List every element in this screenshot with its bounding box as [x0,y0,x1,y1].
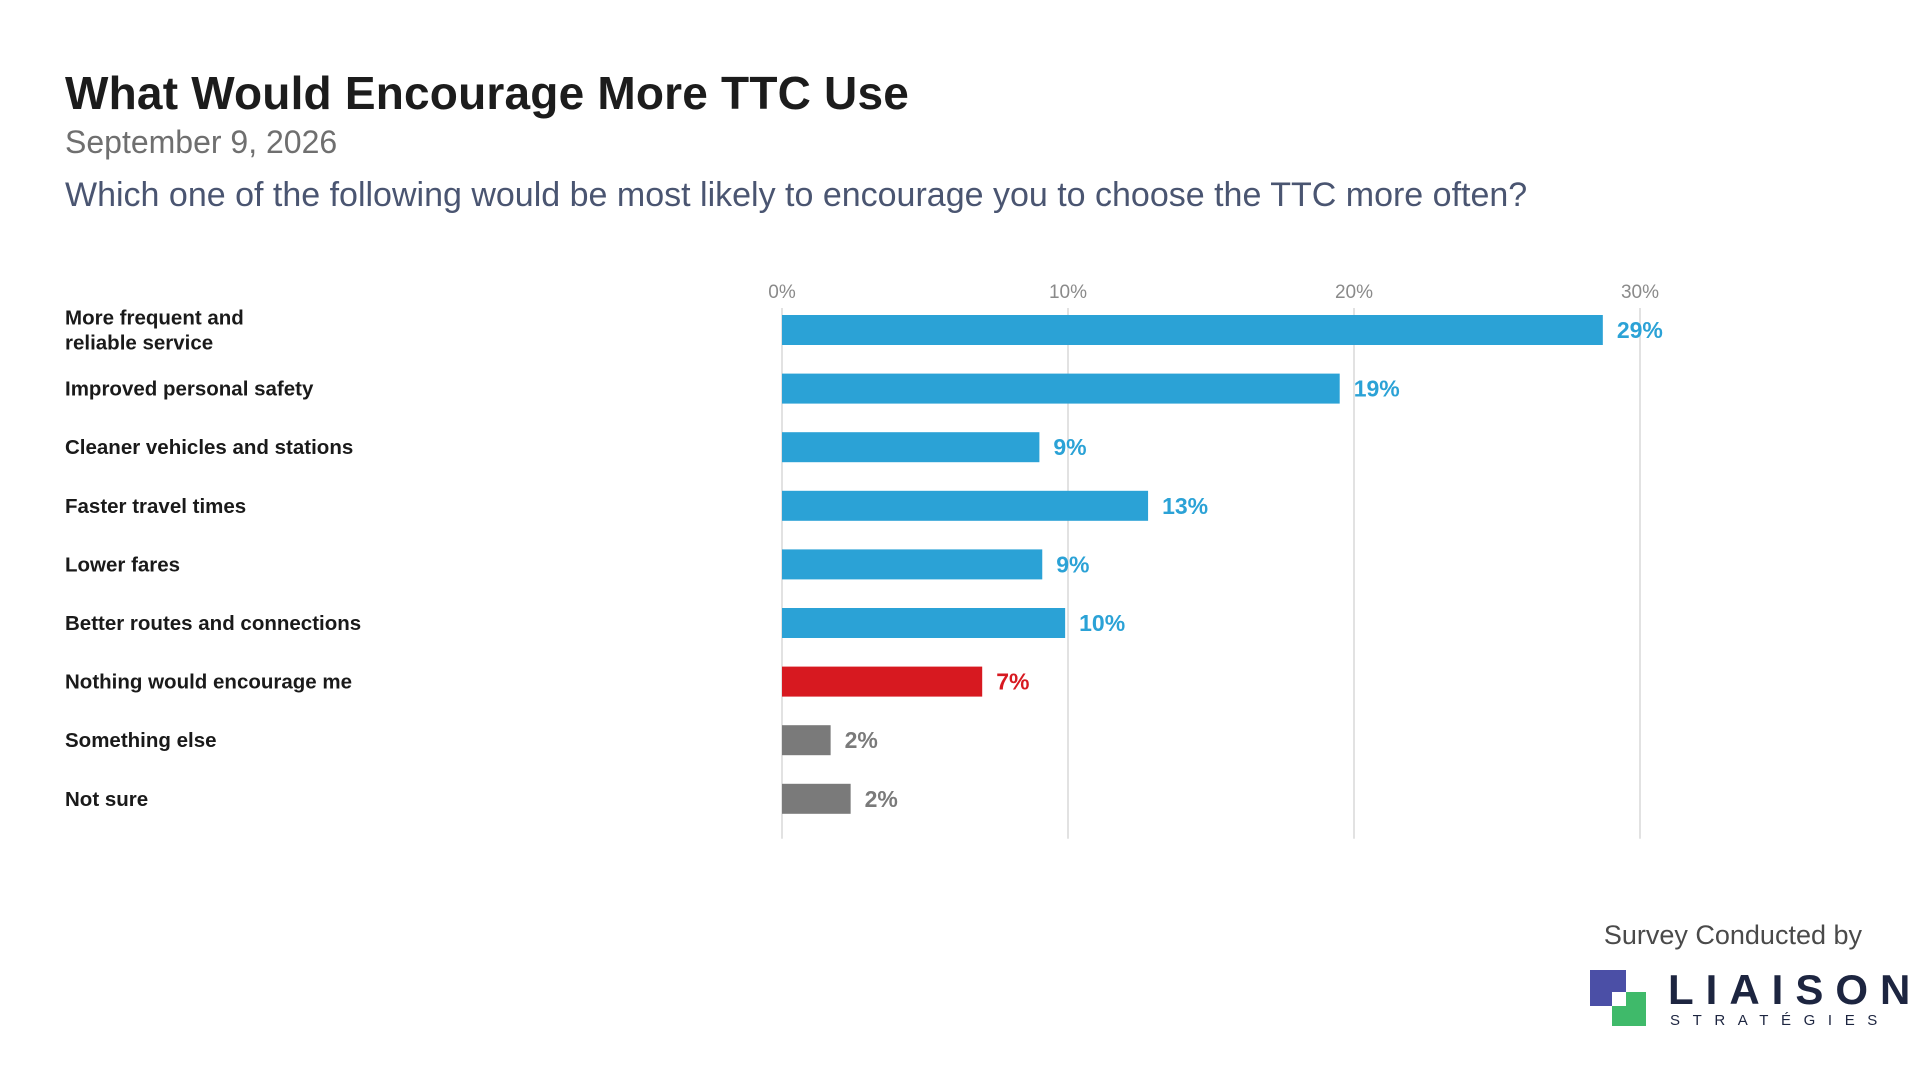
bar-chart: 0% 10% 20% 30% 29% More frequent and reliable … [65,282,1663,839]
bar-value-label: 2% [865,786,898,812]
x-tick-label: 0% [768,282,796,303]
bar [782,666,983,697]
category-label: Not sure [65,788,148,811]
category-label: Improved personal safety [65,378,314,401]
bar [782,373,1340,404]
category-label-line: More frequent and [65,307,244,330]
bar [782,608,1066,638]
bar-value-label: 7% [996,669,1029,695]
liaison-logo-mark [1590,970,1646,1026]
category-label: Something else [65,729,217,752]
bar-value-label: 19% [1354,376,1400,402]
bar-value-label: 29% [1617,317,1663,343]
survey-credit-label: Survey Conducted by [1603,920,1862,950]
category-label: Better routes and connections [65,612,361,635]
liaison-logo-wordmark: LIAISON [1668,966,1920,1013]
bar-value-label: 10% [1079,610,1125,636]
survey-question: Which one of the following would be most… [65,176,1528,214]
liaison-logo: LIAISON STRATÉGIES [1590,966,1910,1029]
liaison-logo-subtitle: STRATÉGIES [1670,1012,1890,1029]
category-label-line: reliable service [65,332,213,355]
chart-title: What Would Encourage More TTC Use [65,67,910,119]
x-tick-label: 20% [1335,282,1373,303]
x-tick-label: 10% [1049,282,1087,303]
category-label: More frequent and reliable service [65,307,244,355]
category-label: Faster travel times [65,495,246,518]
chart-date: September 9, 2026 [65,124,338,160]
bar [782,315,1603,345]
bar-value-label: 9% [1056,551,1089,577]
category-label: Cleaner vehicles and stations [65,436,353,459]
bar [782,783,851,814]
bar-value-label: 2% [845,727,878,753]
bar [782,432,1040,463]
x-tick-label: 30% [1621,282,1659,303]
bar [782,725,831,756]
bar [782,549,1043,580]
bar [782,490,1149,521]
category-label: Lower fares [65,553,180,576]
bar-value-label: 13% [1162,493,1208,519]
category-label: Nothing would encourage me [65,671,352,694]
bar-value-label: 9% [1053,434,1086,460]
